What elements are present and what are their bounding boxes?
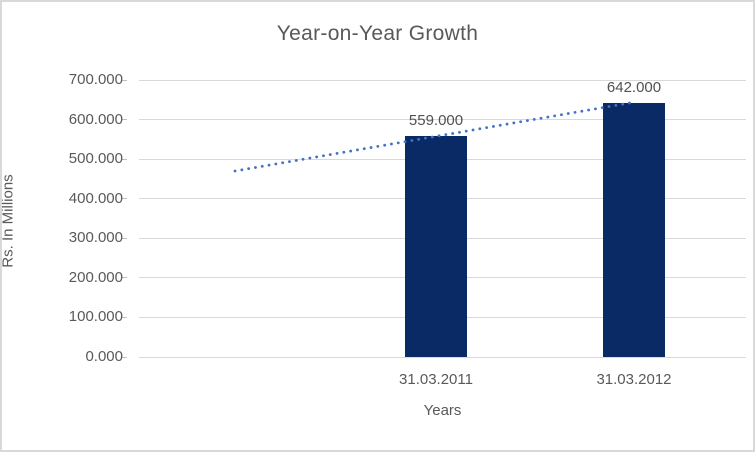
bar-31.03.2011 xyxy=(405,135,467,357)
y-tick-label: 700.000 xyxy=(68,71,123,88)
x-tick-label: 31.03.2012 xyxy=(596,371,672,388)
x-tick-label: 31.03.2011 xyxy=(399,371,473,388)
y-tick-label: 200.000 xyxy=(68,268,123,286)
bar-value-label: 642.000 xyxy=(606,78,662,96)
chart-title: Year-on-Year Growth xyxy=(276,22,479,45)
y-tick-label: 0.000 xyxy=(85,348,123,365)
y-tick-label: 600.000 xyxy=(68,110,123,128)
y-tick-mark xyxy=(121,119,127,121)
trendline-svg xyxy=(233,101,634,173)
y-tick-label: 400.000 xyxy=(68,189,123,207)
y-tick-mark xyxy=(121,237,127,239)
y-tick-mark xyxy=(121,316,127,318)
y-tick-mark xyxy=(121,277,127,279)
y-tick-mark xyxy=(121,198,127,200)
plot-area: 559.000 642.000 xyxy=(139,78,746,358)
gridline xyxy=(139,119,746,121)
y-tick-label: 100.000 xyxy=(68,308,123,326)
y-tick-label: 500.000 xyxy=(68,150,123,168)
y-tick-label: 300.000 xyxy=(68,229,123,247)
gridline xyxy=(139,79,746,81)
gridline xyxy=(139,356,746,358)
y-tick-mark xyxy=(121,158,127,160)
y-tick-mark xyxy=(121,79,127,81)
y-axis-title: Rs. In Millions xyxy=(0,174,17,268)
x-axis-title: Years xyxy=(423,402,462,419)
y-tick-mark xyxy=(121,356,127,358)
bar-value-label: 559.000 xyxy=(408,111,464,129)
bar-31.03.2012 xyxy=(603,102,665,357)
trendline xyxy=(233,101,634,173)
